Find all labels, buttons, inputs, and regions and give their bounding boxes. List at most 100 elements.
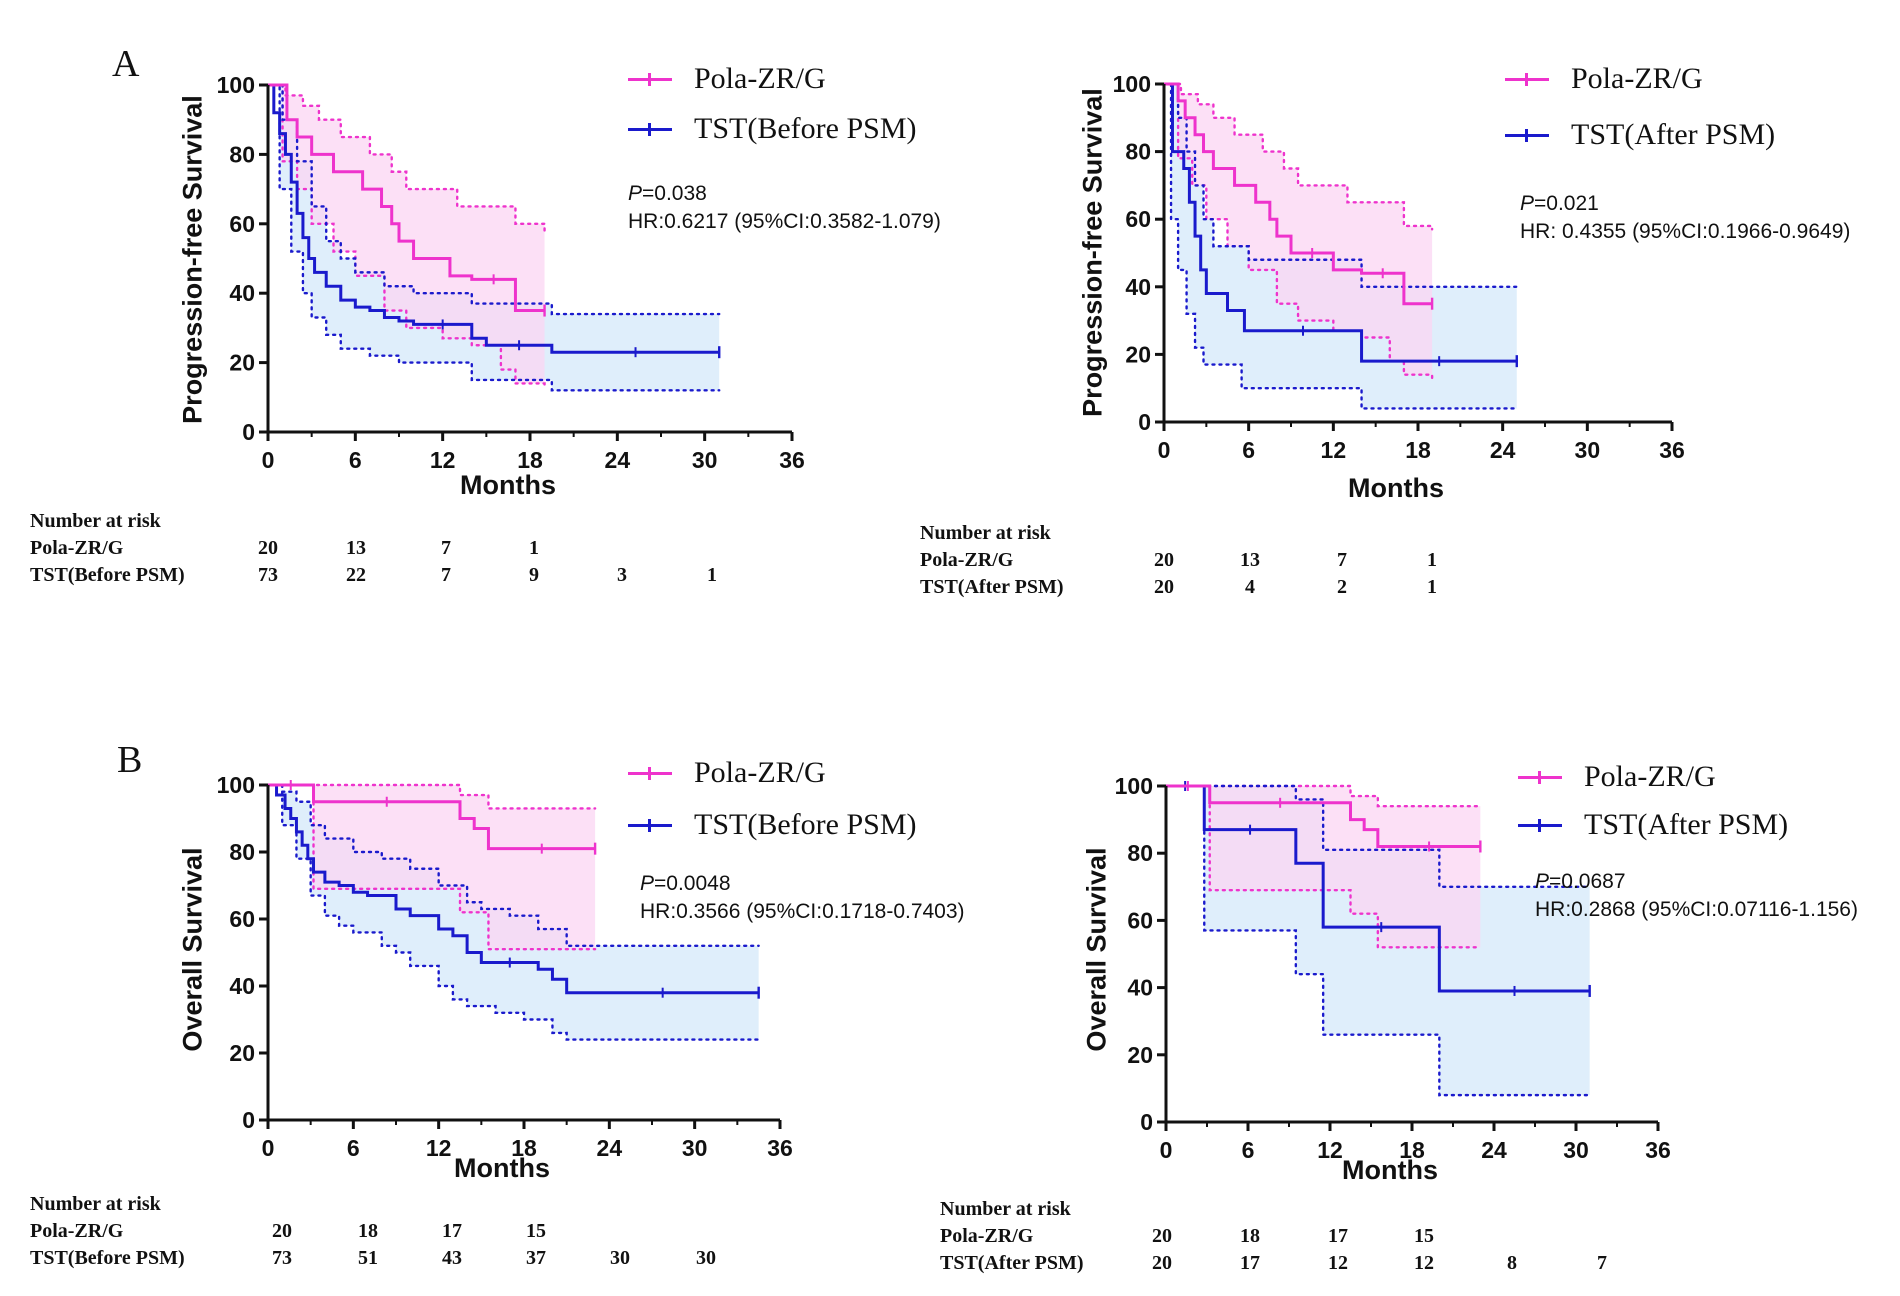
legend-item-pola: Pola-ZR/G (1505, 62, 1703, 96)
ci-lower-pola (1164, 784, 1482, 949)
legend-item-tst: TST(After PSM) (1505, 118, 1775, 152)
legend-label: Pola-ZR/G (1584, 760, 1716, 793)
risk-row: Pola-ZR/G 20 18 17 15 (940, 1225, 1760, 1252)
risk-value: 13 (1240, 549, 1260, 571)
survival-curve-tst (1166, 784, 1590, 993)
ci-lower-tst (1164, 784, 1591, 1097)
number-at-risk-table: Number at risk Pola-ZR/G 20 13 7 1 TST(Before … (30, 510, 850, 591)
legend-label: TST(After PSM) (1584, 808, 1789, 841)
risk-value: 20 (1152, 1252, 1172, 1274)
y-tick-label: 40 (229, 280, 255, 306)
ci-band-pola (1164, 84, 1433, 379)
p-label: P (1535, 870, 1550, 893)
stats-annotation: P=0.038 HR:0.6217 (95%CI:0.3582-1.079) (628, 180, 941, 236)
number-at-risk-table: Number at risk Pola-ZR/G 20 13 7 1 TST(After P… (920, 522, 1740, 603)
x-axis-title: Months (454, 1153, 550, 1183)
risk-value: 1 (707, 564, 717, 586)
risk-header: Number at risk (30, 510, 850, 537)
panel-b-after-psm: 0 20 40 60 80 100 0 6 12 18 24 30 36 Months Overall S… (940, 648, 1900, 1296)
number-at-risk-table: Number at risk Pola-ZR/G 20 18 17 15 TST(After… (940, 1198, 1760, 1279)
hazard-ratio: HR:0.3566 (95%CI:0.1718-0.7403) (640, 900, 965, 923)
risk-row: Pola-ZR/G 20 13 7 1 (30, 537, 850, 564)
risk-value: 7 (441, 537, 451, 559)
p-value: =0.038 (642, 182, 707, 205)
x-tick-label: 12 (1321, 437, 1347, 463)
survival-curve-pola (1164, 82, 1433, 306)
y-tick-label: 40 (1127, 975, 1153, 1001)
km-plot: 0 20 40 60 80 100 0 6 12 18 24 30 36 Months (1113, 71, 1685, 503)
km-plot: 0 20 40 60 80 100 0 6 12 18 24 30 36 Months (217, 772, 793, 1183)
y-axis-title: Overall Survival (1081, 847, 1112, 1052)
y-tick-label: 0 (242, 1107, 255, 1133)
p-value: =0.0687 (1549, 870, 1626, 893)
y-tick-label: 0 (1138, 409, 1151, 435)
p-label: P (628, 182, 643, 205)
x-tick-label: 18 (511, 1135, 537, 1161)
ci-upper-tst (266, 83, 721, 316)
legend-label: Pola-ZR/G (1571, 62, 1703, 95)
stats-annotation: P=0.021 HR: 0.4355 (95%CI:0.1966-0.9649) (1520, 190, 1850, 246)
y-tick-label: 100 (1115, 773, 1153, 799)
p-value: =0.0048 (654, 872, 731, 895)
legend-item-pola: Pola-ZR/G (628, 756, 826, 790)
x-tick-label: 36 (1645, 1137, 1671, 1163)
x-tick-label: 36 (779, 447, 805, 473)
y-tick-label: 60 (229, 211, 255, 237)
ci-upper-tst (1164, 784, 1591, 888)
risk-value: 3 (617, 564, 627, 586)
risk-value: 20 (272, 1220, 292, 1242)
risk-value: 7 (1597, 1252, 1607, 1274)
risk-row: Pola-ZR/G 20 13 7 1 (920, 549, 1740, 576)
x-tick-label: 18 (517, 447, 543, 473)
risk-row: TST(After PSM) 20 4 2 1 (920, 576, 1740, 603)
risk-value: 22 (346, 564, 366, 586)
x-tick-label: 24 (605, 447, 631, 473)
risk-row-label: TST(Before PSM) (30, 564, 185, 586)
hazard-ratio: HR:0.2868 (95%CI:0.07116-1.156) (1535, 898, 1858, 921)
x-tick-label: 18 (1399, 1137, 1425, 1163)
x-tick-label: 12 (1317, 1137, 1343, 1163)
legend-label: TST(Before PSM) (694, 808, 917, 841)
panel-b-before-psm: B 0 20 40 60 80 100 0 6 12 18 24 30 36 Months Overall… (0, 648, 965, 1296)
x-tick-label: 12 (430, 447, 456, 473)
risk-header: Number at risk (30, 1193, 850, 1220)
risk-row: TST(Before PSM) 73 51 43 37 30 30 (30, 1247, 850, 1274)
x-tick-label: 30 (692, 447, 718, 473)
y-tick-label: 80 (1125, 139, 1151, 165)
p-label: P (1520, 192, 1535, 215)
y-tick-label: 60 (1125, 206, 1151, 232)
legend-item-pola: Pola-ZR/G (628, 62, 826, 96)
risk-value: 9 (529, 564, 539, 586)
y-axis-title: Progression-free Survival (1077, 88, 1108, 417)
risk-value: 7 (441, 564, 451, 586)
x-tick-label: 36 (1659, 437, 1685, 463)
survival-curve-pola (268, 783, 596, 851)
risk-header: Number at risk (920, 522, 1740, 549)
y-tick-label: 20 (229, 1040, 255, 1066)
p-label: P (640, 872, 655, 895)
risk-value: 4 (1245, 576, 1255, 598)
y-tick-label: 60 (229, 906, 255, 932)
risk-header-label: Number at risk (30, 1193, 161, 1215)
x-tick-label: 0 (1160, 1137, 1173, 1163)
legend-label: TST(Before PSM) (694, 112, 917, 145)
y-tick-label: 80 (229, 141, 255, 167)
y-tick-label: 20 (1127, 1042, 1153, 1068)
panel-letter: A (112, 43, 140, 85)
x-tick-label: 6 (349, 447, 362, 473)
y-axis-title: Overall Survival (177, 847, 208, 1052)
legend-item-tst: TST(Before PSM) (628, 112, 916, 146)
ci-lower-tst (266, 783, 760, 1041)
x-tick-label: 6 (347, 1135, 360, 1161)
ci-band-pola (268, 785, 596, 950)
risk-value: 20 (1154, 549, 1174, 571)
x-tick-label: 6 (1242, 437, 1255, 463)
risk-value: 51 (358, 1247, 378, 1269)
p-value: =0.021 (1534, 192, 1599, 215)
x-tick-label: 30 (682, 1135, 708, 1161)
panel-a-before-psm: A 0 20 40 60 80 100 0 6 12 18 24 30 36 Months Progres… (0, 0, 950, 648)
x-tick-label: 24 (597, 1135, 623, 1161)
risk-row-label: TST(After PSM) (940, 1252, 1084, 1274)
y-tick-label: 100 (217, 772, 255, 798)
number-at-risk-table: Number at risk Pola-ZR/G 20 18 17 15 TST(Befor… (30, 1193, 850, 1274)
